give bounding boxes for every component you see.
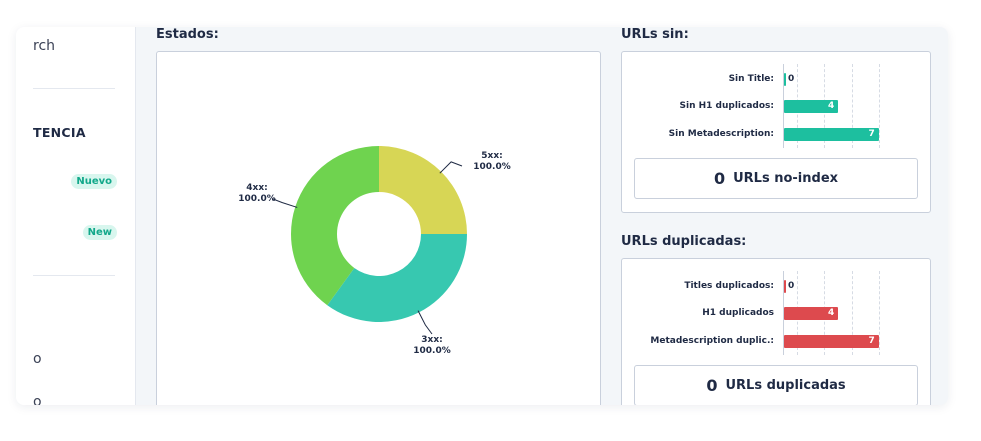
donut-category-label: 3xx:: [421, 335, 442, 345]
donut-value-label: 100.0%: [238, 194, 276, 204]
nuevo-badge: Nuevo: [71, 174, 117, 189]
sidebar-item[interactable]: o: [33, 351, 42, 367]
bar[interactable]: [784, 307, 838, 320]
sidebar-search-item[interactable]: rch: [33, 38, 56, 54]
donut-slice-4xx[interactable]: [291, 146, 379, 306]
new-badge: New: [82, 225, 117, 240]
bar-value-label: 7: [868, 129, 875, 139]
bar[interactable]: [784, 128, 879, 141]
urls-duplicadas-title: URLs duplicadas:: [621, 234, 747, 249]
donut-category-label: 4xx:: [246, 183, 267, 193]
bar-gridline: [851, 64, 853, 148]
bar-value-label: 4: [828, 308, 835, 318]
sidebar-divider: [33, 88, 115, 89]
bar-category-label: Metadescription duplic.:: [650, 336, 774, 346]
donut-value-label: 100.0%: [473, 162, 511, 172]
donut-value-label: 100.0%: [413, 346, 451, 356]
bar-category-label: Sin H1 duplicados:: [679, 101, 775, 111]
bar[interactable]: [784, 73, 786, 86]
bar-value-label: 0: [788, 74, 795, 84]
app-frame: rch TENCIA Nuevo New o o Estados: 5xx: 10…: [16, 27, 948, 405]
donut-category-label: 5xx:: [481, 151, 502, 161]
sidebar: rch TENCIA Nuevo New o o: [16, 27, 136, 405]
no-index-label: URLs no-index: [733, 171, 839, 186]
bar-value-label: 7: [868, 336, 875, 346]
donut-slice-3xx[interactable]: [327, 234, 467, 322]
urls-duplicadas-card: Titles duplicados: 0 H1 duplicados 4 Metades…: [621, 258, 931, 405]
donut-slice-5xx[interactable]: [379, 146, 467, 234]
bar-axis: [783, 271, 784, 355]
estados-card: 5xx: 100.0% 3xx: 100.0% 4xx: 100.0%: [156, 51, 601, 405]
sidebar-item[interactable]: o: [33, 394, 42, 405]
estados-donut-chart: 5xx:100.0%3xx:100.0%4xx:100.0%: [238, 146, 511, 356]
bar[interactable]: [784, 280, 786, 293]
bar-category-label: Sin Metadescription:: [668, 129, 774, 139]
donut-leader-line: [417, 310, 433, 335]
sidebar-divider: [33, 275, 115, 276]
bar-axis: [783, 64, 784, 148]
bar-category-label: Sin Title:: [728, 74, 774, 84]
no-index-count-box: 0 URLs no-index: [634, 158, 918, 199]
estados-title: Estados:: [156, 27, 219, 42]
donut-leader-line: [439, 161, 463, 174]
bar-gridline: [879, 271, 881, 355]
duplicadas-count-box: 0 URLs duplicadas: [634, 365, 918, 405]
bar-gridline: [879, 64, 881, 148]
bar[interactable]: [784, 100, 838, 113]
sidebar-section-heading: TENCIA: [33, 125, 86, 140]
bar[interactable]: [784, 335, 879, 348]
bar-value-label: 4: [828, 101, 835, 111]
bar-category-label: Titles duplicados:: [684, 281, 774, 291]
donut-leader-line: [272, 198, 298, 208]
bar-value-label: 0: [788, 281, 795, 291]
urls-sin-title: URLs sin:: [621, 27, 689, 42]
urls-sin-card: Sin Title: 0 Sin H1 duplicados: 4 Sin Metade…: [621, 51, 931, 213]
bar-category-label: H1 duplicados: [702, 308, 774, 318]
bar-gridline: [851, 271, 853, 355]
duplicadas-label: URLs duplicadas: [725, 378, 846, 393]
no-index-count: 0: [713, 169, 726, 188]
duplicadas-count: 0: [706, 376, 718, 395]
